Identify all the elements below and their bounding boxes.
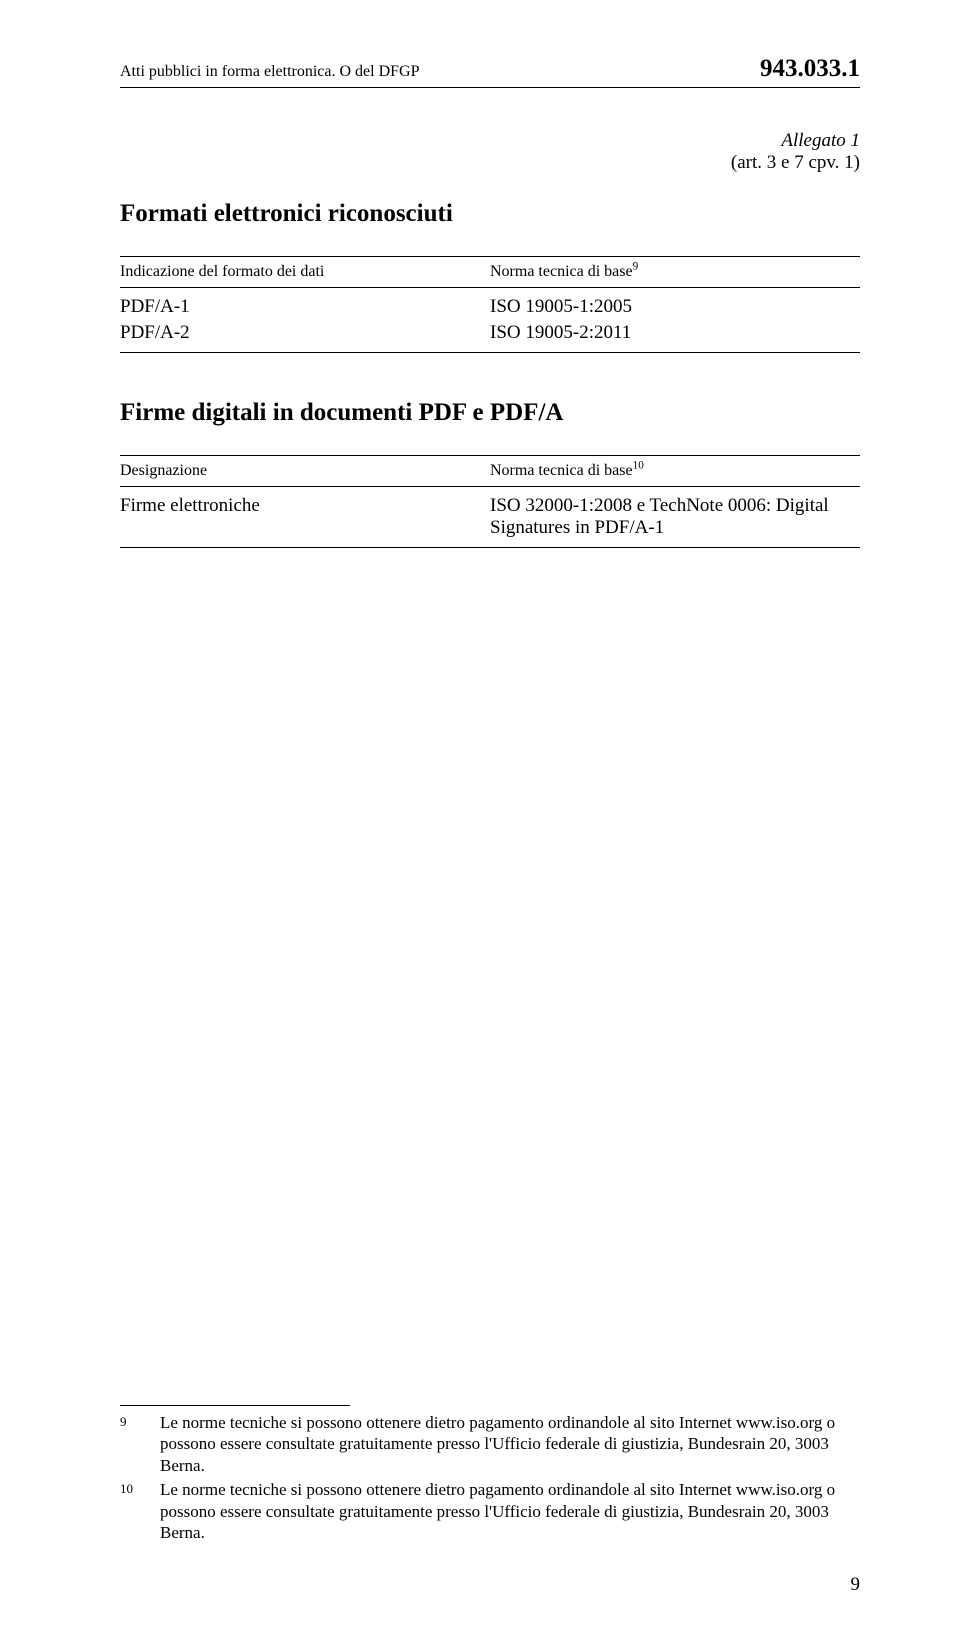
section1-title: Formati elettronici riconosciuti xyxy=(120,200,860,228)
header-left: Atti pubblici in forma elettronica. O de… xyxy=(120,63,420,81)
table-cell: ISO 19005-1:2005 xyxy=(490,288,860,321)
table-cell: PDF/A-2 xyxy=(120,320,490,353)
annex-line1: Allegato 1 xyxy=(120,130,860,152)
table-row: PDF/A-1 ISO 19005-1:2005 xyxy=(120,288,860,321)
table-cell: PDF/A-1 xyxy=(120,288,490,321)
table-cell: ISO 19005-2:2011 xyxy=(490,320,860,353)
footnotes-block: 9 Le norme tecniche si possono ottenere … xyxy=(120,1397,370,1547)
table-header: Norma tecnica di base9 xyxy=(490,257,860,288)
footnote-ref: 10 xyxy=(633,460,644,472)
table-header-text: Norma tecnica di base xyxy=(490,263,633,280)
table-row: Firme elettroniche ISO 32000-1:2008 e Te… xyxy=(120,487,860,548)
page-number: 9 xyxy=(851,1574,861,1596)
table-header: Designazione xyxy=(120,456,490,487)
running-header: Atti pubblici in forma elettronica. O de… xyxy=(120,55,860,88)
footnote-ref: 9 xyxy=(633,261,639,273)
table-cell: Firme elettroniche xyxy=(120,487,490,548)
table-header: Norma tecnica di base10 xyxy=(490,456,860,487)
table-header: Indicazione del formato dei dati xyxy=(120,257,490,288)
annex-line2: (art. 3 e 7 cpv. 1) xyxy=(120,152,860,174)
section2-title: Firme digitali in documenti PDF e PDF/A xyxy=(120,399,860,427)
footnote: 9 Le norme tecniche si possono ottenere … xyxy=(120,1412,860,1477)
footnote-text: Le norme tecniche si possono ottenere di… xyxy=(160,1479,860,1544)
footnote-text: Le norme tecniche si possono ottenere di… xyxy=(160,1412,860,1477)
header-right: 943.033.1 xyxy=(760,55,860,83)
footnote-rule xyxy=(120,1405,350,1406)
footnote-number: 10 xyxy=(120,1479,160,1544)
footnote-number: 9 xyxy=(120,1412,160,1477)
footnote: 10 Le norme tecniche si possono ottenere… xyxy=(120,1479,860,1544)
table-header-text: Norma tecnica di base xyxy=(490,462,633,479)
annex-reference: Allegato 1 (art. 3 e 7 cpv. 1) xyxy=(120,130,860,174)
table-signatures: Designazione Norma tecnica di base10 Fir… xyxy=(120,455,860,548)
table-cell: ISO 32000-1:2008 e TechNote 0006: Digita… xyxy=(490,487,860,548)
table-formats: Indicazione del formato dei dati Norma t… xyxy=(120,256,860,353)
table-row: PDF/A-2 ISO 19005-2:2011 xyxy=(120,320,860,353)
